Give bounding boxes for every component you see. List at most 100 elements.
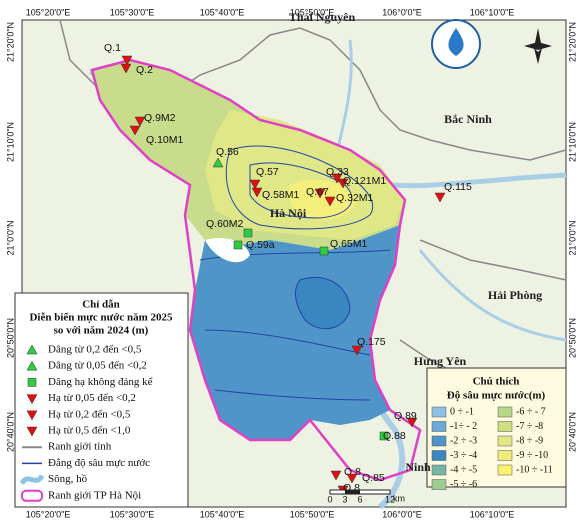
coord-label: 105°40'0"E [200,509,245,519]
depth-legend-subtitle: Độ sâu mực nước(m) [447,390,546,402]
coord-label: 21°0'0"N [567,220,577,255]
depth-swatch [431,450,447,461]
coord-label: 21°10'0"N [5,122,15,162]
coord-label: 21°20'0"N [5,22,15,62]
well-label: Q.60M2 [206,218,244,230]
coord-label: 105°20'0"E [26,7,71,17]
depth-swatch [497,464,513,476]
logo [431,19,481,69]
well-marker [324,196,336,207]
province-label: Hưng Yên [414,354,467,368]
well-marker [331,173,343,184]
coord-label: 105°20'0"E [26,509,71,519]
coord-label: 20°40'0"N [5,412,15,452]
province-label: Hà Nội [270,206,307,220]
well-marker [243,228,253,238]
legend-subtitle: so với năm 2024 (m) [54,325,149,337]
depth-swatch [431,464,447,476]
well-marker [121,55,133,66]
contour [249,162,353,219]
legend-box [14,292,189,508]
coord-label: 21°0'0"N [5,220,15,255]
well-label: Q.33 [326,166,349,178]
scale-label: 0 [327,494,332,504]
legend-item: Hạ từ 0,2 đến <0,5 [48,408,131,420]
province-label: Thái Nguyên [289,10,356,24]
legend-item: Đẳng độ sâu mực nước [48,457,150,469]
coord-label: 20°40'0"N [567,412,577,452]
depth-class: -7 ÷ -8 [516,421,543,432]
province-label: Hải Phòng [488,288,542,302]
province-boundary [419,239,567,281]
well-marker [26,426,38,437]
well-marker [346,473,358,484]
province-label: Ninh [405,460,431,474]
well-marker [434,192,446,203]
scale-bar [345,490,360,494]
well-label: Q.175 [357,336,386,348]
well-marker [319,246,329,256]
depth-swatch [431,435,447,447]
depth-swatch [497,421,513,432]
coord-label: 21°10'0"N [567,122,577,162]
well-marker [406,417,418,428]
depth-class: 0 ÷ -1 [450,406,474,417]
well-label: Q.85 [362,472,385,484]
well-label: Q.32M1 [336,192,374,204]
depth-zone-blue [190,225,400,440]
north-arrow [524,28,552,64]
well-marker [330,470,342,481]
scale-label: 3 [342,494,347,504]
well-label: Q.88 [383,430,406,442]
well-label: Q.9M2 [144,112,176,124]
well-label: Q.59a [246,239,275,251]
coord-label: 20°50'0"N [5,318,15,358]
coord-label: 106°10'0"E [470,7,515,17]
well-marker [134,116,146,127]
depth-class: -1÷ - 2 [450,421,477,432]
well-label: Q.10M1 [146,134,184,146]
well-marker [251,187,263,198]
well-label: Q.56 [216,146,239,158]
depth-legend-title: Chú thích [473,376,520,388]
well-marker [233,240,243,250]
depth-class: -9 ÷ -10 [516,450,548,461]
legend-item: Ranh giới tỉnh [48,441,112,453]
coord-label: 105°50'0"E [290,509,335,519]
well-marker [314,188,326,199]
contour [294,276,351,330]
coord-label: 20°50'0"N [567,318,577,358]
legend-swatch [19,474,45,486]
coord-label: 105°30'0"E [110,509,155,519]
legend-item: Dâng hạ không đáng kể [48,376,153,388]
scale-unit: km [393,493,405,503]
well-marker [351,345,363,356]
well-marker [379,431,389,441]
depth-swatch [431,406,447,418]
depth-class: -2 ÷ -3 [450,435,477,446]
well-marker [337,178,349,189]
depth-class: -4 ÷ -5 [450,464,477,475]
legend-subtitle: Diễn biến mực nước năm 2025 [29,312,173,324]
well-label: Q.115 [444,181,472,193]
well-marker [212,157,224,168]
well-label: Q.121M1 [343,175,386,187]
well-marker [26,394,38,405]
depth-swatch [431,479,447,490]
legend-item: Dâng từ 0,2 đến <0,5 [48,344,142,356]
depth-zone-mid [205,110,405,240]
well-marker [249,179,261,190]
depth-class: -6 ÷ - 7 [516,406,546,417]
legend-item: Hạ từ 0,05 đến <0,2 [48,392,136,404]
depth-swatch [497,435,513,447]
well-marker [27,378,37,387]
legend-title: Chỉ dẫn [82,299,120,311]
contour [225,145,373,230]
well-marker [120,63,132,74]
coord-label: 21°20'0"N [567,22,577,62]
legend-swatch [21,489,43,502]
depth-class: -8 ÷ -9 [516,435,543,446]
coord-label: 106°0'0"E [382,509,422,519]
well-label: Q.2 [136,64,153,76]
depth-swatch [431,421,447,432]
